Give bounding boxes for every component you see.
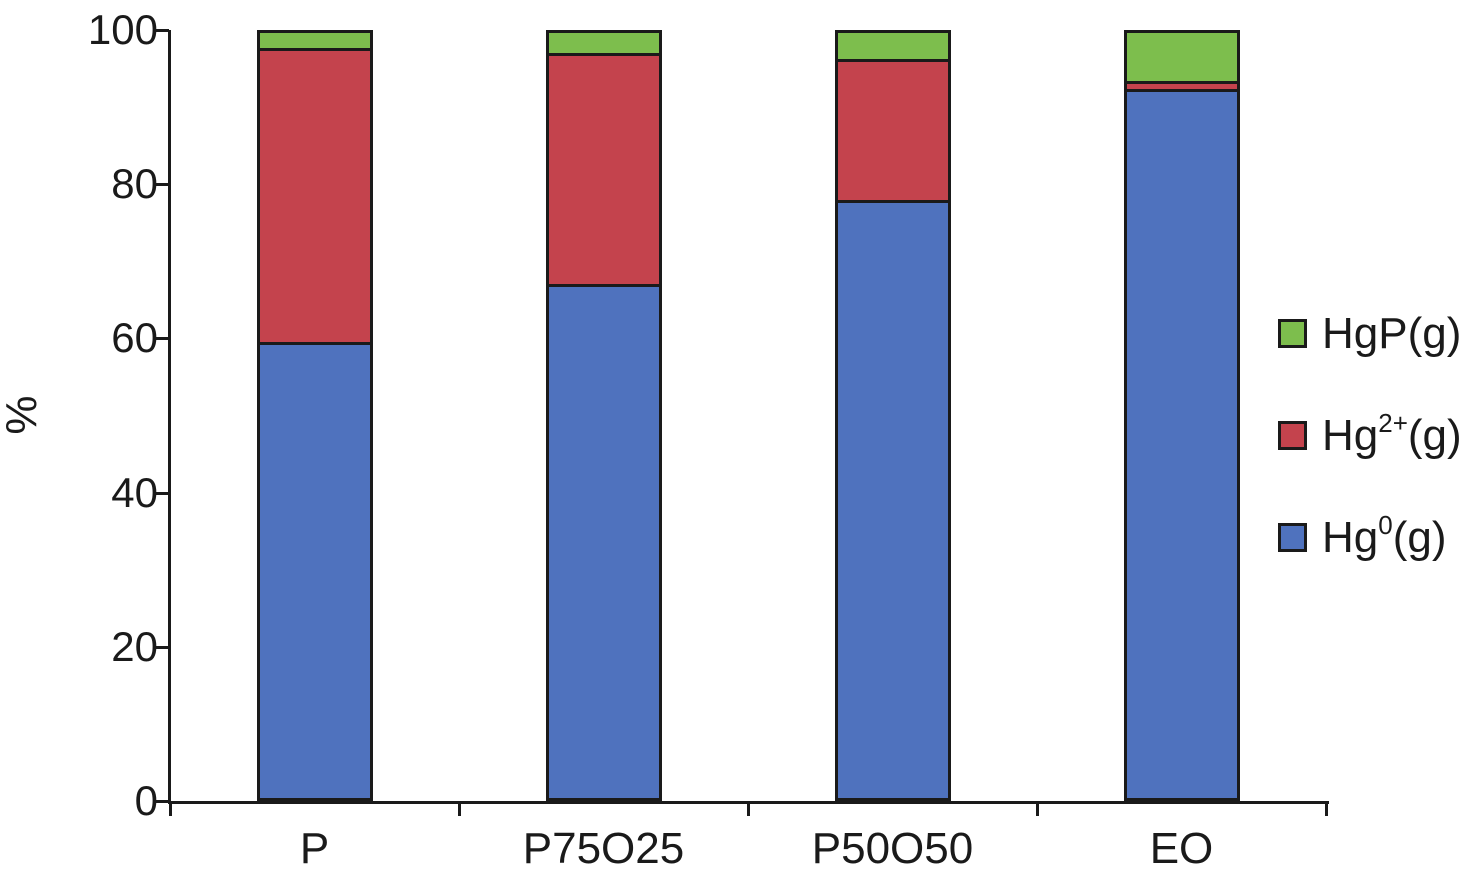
y-tick-label: 20: [111, 622, 158, 670]
y-tick: [156, 183, 169, 187]
y-tick: [156, 491, 169, 495]
y-tick-label: 0: [134, 777, 158, 824]
legend-swatch-icon: [1278, 523, 1307, 552]
x-category-label: P75O25: [522, 824, 685, 873]
x-tick: [1324, 803, 1328, 816]
y-tick: [156, 645, 169, 649]
x-tick: [457, 803, 461, 816]
x-tick: [746, 803, 750, 816]
x-tick: [168, 803, 172, 816]
legend-item-label: Hg0(g): [1322, 510, 1447, 562]
legend-item-label: Hg2+(g): [1322, 408, 1462, 460]
y-tick-label: 60: [111, 314, 158, 362]
x-axis-line: [168, 801, 1329, 804]
bar-segment-Hg0(g)-P50O50: [834, 199, 951, 801]
bar-segment-HgP(g)-P: [256, 30, 373, 51]
y-axis-line: [168, 30, 171, 804]
bar-segment-Hg0(g)-P75O25: [545, 284, 662, 801]
x-category-label: P50O50: [811, 824, 974, 873]
y-tick: [156, 337, 169, 341]
y-tick: [156, 800, 169, 803]
x-category-label: P: [299, 824, 330, 873]
bar-segment-Hg2+(g)-P50O50: [834, 59, 951, 203]
x-category-label: EO: [1149, 824, 1214, 873]
legend-item-label: HgP(g): [1322, 309, 1462, 358]
bar-segment-Hg2+(g)-P75O25: [545, 53, 662, 288]
y-tick-label: 100: [87, 6, 158, 53]
bar-segment-HgP(g)-EO: [1123, 30, 1240, 84]
y-tick: [156, 29, 169, 32]
bar-segment-Hg0(g)-P: [256, 342, 373, 801]
y-axis-label: %: [0, 395, 46, 435]
bar-segment-HgP(g)-P75O25: [545, 30, 662, 57]
legend-swatch-icon: [1278, 319, 1307, 348]
y-tick-label: 40: [111, 468, 158, 516]
x-tick: [1035, 803, 1039, 816]
y-tick-label: 80: [111, 160, 158, 208]
bar-segment-HgP(g)-P50O50: [834, 30, 951, 63]
legend-swatch-icon: [1278, 421, 1307, 450]
bar-segment-Hg2+(g)-P: [256, 47, 373, 346]
bar-segment-Hg0(g)-EO: [1123, 89, 1240, 801]
